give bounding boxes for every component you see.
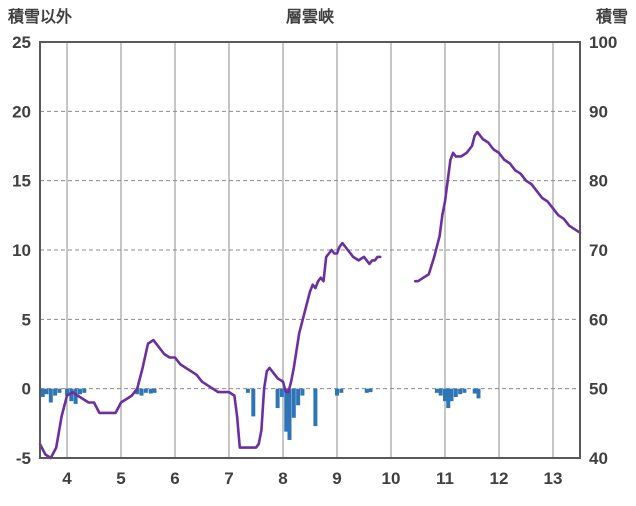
snowfall-bar	[139, 388, 144, 396]
snowfall-bar	[296, 388, 301, 406]
snowfall-bar	[44, 388, 49, 395]
right-axis-tick-label: 50	[589, 380, 608, 399]
snowfall-bar	[73, 388, 78, 404]
snowfall-bar	[65, 388, 69, 396]
x-axis-tick-label: 12	[490, 469, 509, 488]
snowfall-bar	[449, 388, 454, 402]
left-axis-tick-label: 5	[22, 310, 31, 329]
right-axis-title: 積雪	[595, 7, 628, 26]
snowfall-bar	[339, 388, 344, 393]
snowfall-bar	[275, 388, 280, 409]
left-axis-tick-label: -5	[16, 449, 31, 468]
snowfall-bar	[148, 388, 153, 394]
snowfall-bar	[40, 388, 45, 397]
snowfall-bar	[69, 388, 74, 402]
x-axis-tick-label: 13	[544, 469, 563, 488]
snowfall-bar	[57, 388, 62, 393]
snow-depth-line-layer	[38, 130, 582, 460]
snowfall-bar	[82, 388, 87, 393]
snowfall-bar	[279, 388, 284, 397]
snowfall-bar	[476, 388, 481, 399]
plot-border	[39, 41, 581, 459]
snowfall-bar	[143, 388, 148, 393]
snowfall-bar	[364, 388, 369, 393]
left-axis-tick-label: 10	[12, 241, 31, 260]
snowfall-bar	[443, 388, 447, 402]
grid-layer	[40, 42, 580, 458]
snowfall-bar	[48, 388, 53, 403]
snow-depth-line	[413, 130, 582, 283]
snowfall-bar	[245, 388, 250, 393]
right-axis-tick-label: 40	[589, 449, 608, 468]
snowfall-bar	[77, 388, 82, 395]
left-axis-tick-label: 20	[12, 102, 31, 121]
snowfall-bar	[462, 388, 467, 393]
x-axis-tick-label: 4	[62, 469, 72, 488]
left-axis-tick-label: 0	[22, 380, 31, 399]
snowfall-bar	[313, 388, 318, 427]
snowfall-bar	[434, 388, 439, 393]
snowfall-bar	[251, 388, 256, 417]
snowfall-bars-layer	[40, 388, 481, 440]
tick-labels-layer: -5 0 5 10 15 20 25 40 50 60 70 80 90 100 4 5 6 7 8 9 10 11 12 1…	[12, 33, 617, 488]
x-axis-tick-label: 7	[224, 469, 233, 488]
snowfall-bar	[135, 388, 140, 395]
chart-title: 層雲峡	[286, 7, 334, 26]
plot-border-layer	[39, 41, 581, 459]
snowfall-bar	[446, 388, 451, 409]
x-axis-tick-label: 10	[382, 469, 401, 488]
snowfall-bar	[300, 388, 305, 396]
right-axis-tick-label: 90	[589, 102, 608, 121]
right-axis-tick-label: 80	[589, 172, 608, 191]
x-axis-tick-label: 11	[436, 469, 454, 488]
snowfall-bar	[335, 388, 339, 396]
x-axis-tick-label: 9	[332, 469, 341, 488]
snowfall-bar	[438, 388, 443, 396]
snowfall-bar	[284, 388, 289, 432]
x-axis-tick-label: 6	[170, 469, 179, 488]
snowfall-bar	[291, 388, 296, 418]
left-axis-tick-label: 25	[12, 33, 31, 52]
snow-depth-line	[38, 241, 382, 460]
right-axis-tick-label: 100	[589, 33, 617, 52]
snowfall-bar	[472, 388, 477, 394]
right-axis-tick-label: 60	[589, 310, 608, 329]
snowfall-bar	[368, 388, 373, 393]
x-axis-tick-label: 8	[278, 469, 287, 488]
snowfall-bar	[287, 388, 292, 440]
snowfall-bar	[453, 388, 458, 397]
snowfall-bar	[152, 388, 157, 393]
snowfall-bar	[53, 388, 58, 396]
left-axis-title: 積雪以外	[7, 7, 72, 26]
snowfall-bar	[458, 388, 463, 395]
x-axis-tick-label: 5	[116, 469, 125, 488]
left-axis-tick-label: 15	[12, 172, 31, 191]
right-axis-tick-label: 70	[589, 241, 608, 260]
